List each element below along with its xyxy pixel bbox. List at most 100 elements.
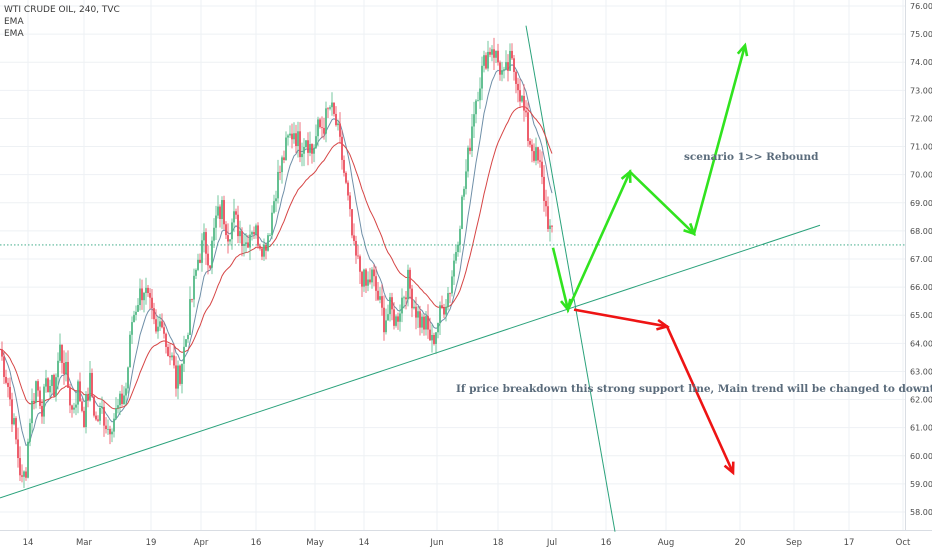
candle-body	[403, 297, 405, 299]
candle-body	[395, 316, 397, 326]
ema-indicator-2[interactable]: EMA	[4, 29, 24, 39]
candle-body	[75, 404, 77, 408]
candle-body	[375, 276, 377, 291]
candle-body	[519, 90, 521, 102]
price-axis[interactable]: 76.00 75.00 74.00 73.00 72.00 71.00 70.00 69.00…	[910, 2, 932, 517]
candle-body	[537, 147, 539, 161]
candle-body	[373, 269, 375, 277]
candle-body	[103, 406, 105, 426]
candle-body	[173, 355, 175, 366]
candle-body	[417, 311, 419, 318]
candle-body	[93, 396, 95, 416]
candle-body	[515, 71, 517, 84]
candle-body	[507, 62, 509, 71]
candle-body	[129, 334, 131, 368]
candle-body	[365, 269, 367, 286]
candle-body	[379, 296, 381, 300]
candle-body	[401, 297, 403, 314]
candle-body	[157, 326, 159, 332]
time-axis[interactable]: 14 Mar 19 Apr 16 May 14 Jun 18 Jul 16 Aug 20 Sep 17 Oct	[23, 538, 911, 548]
candle-body	[151, 297, 153, 309]
candle-body	[345, 172, 347, 183]
candle-body	[299, 131, 301, 158]
candle-body	[541, 161, 543, 177]
candle-body	[359, 256, 361, 272]
candle-body	[293, 133, 295, 140]
candle-body	[477, 100, 479, 102]
ema-indicator-1[interactable]: EMA	[4, 17, 24, 27]
candle-body	[211, 240, 213, 268]
candle-body	[491, 49, 493, 55]
candle-body	[535, 147, 537, 161]
candle-body	[89, 372, 91, 401]
candle-body	[433, 334, 435, 344]
candle-body	[273, 201, 275, 213]
candle-body	[213, 227, 215, 241]
candle-body	[367, 279, 369, 286]
candle-body	[195, 269, 197, 276]
candle-body	[193, 275, 195, 300]
candle-body	[199, 259, 201, 263]
candle-body	[393, 309, 395, 326]
candle-body	[525, 110, 527, 113]
candle-body	[337, 123, 339, 126]
red-scenario-arrow-head	[656, 318, 670, 331]
candle-body	[169, 356, 171, 358]
candle-body	[45, 378, 47, 387]
ema-slow-line	[0, 106, 553, 410]
candle-body	[455, 252, 457, 261]
candle-body	[77, 381, 79, 405]
y-tick-label: 61.00	[910, 424, 932, 433]
y-tick-label: 71.00	[910, 143, 932, 152]
candle-body	[303, 146, 305, 154]
candle-body	[267, 235, 269, 251]
candle-body	[203, 232, 205, 241]
candle-body	[145, 287, 147, 293]
candle-body	[319, 119, 321, 128]
scenario-arrows[interactable]	[551, 42, 749, 476]
candle-body	[339, 123, 341, 137]
candle-body	[323, 127, 325, 134]
candle-body	[437, 322, 439, 333]
candle-body	[521, 95, 523, 102]
candle-body	[1, 349, 3, 357]
candle-body	[493, 49, 495, 58]
candle-body	[355, 240, 357, 256]
candle-body	[357, 255, 359, 257]
x-tick-label: Apr	[194, 538, 209, 548]
candle-body	[33, 400, 35, 403]
x-tick-label: 17	[844, 538, 855, 548]
candle-body	[85, 394, 87, 428]
candle-body	[467, 147, 469, 172]
y-tick-label: 64.00	[910, 339, 932, 348]
red-scenario-arrow-head	[723, 461, 735, 476]
candle-body	[119, 393, 121, 406]
symbol-title: WTI CRUDE OIL, 240, TVC	[4, 5, 120, 15]
candle-body	[305, 140, 307, 147]
candle-body	[247, 242, 249, 248]
candle-body	[269, 235, 271, 236]
candle-body	[539, 160, 541, 162]
candle-body	[479, 88, 481, 101]
candle-body	[383, 307, 385, 333]
candle-body	[501, 70, 503, 75]
candle-body	[115, 408, 117, 419]
candle-body	[529, 140, 531, 145]
candle-body	[531, 144, 533, 152]
candle-body	[181, 363, 183, 384]
support-trendline[interactable]	[0, 25, 821, 532]
candle-body	[439, 305, 441, 323]
candle-body	[389, 297, 391, 315]
candle-body	[333, 102, 335, 114]
green-scenario-arrow-head	[736, 42, 749, 57]
candle-body	[431, 334, 433, 341]
candle-body	[463, 188, 465, 197]
candle-body	[201, 240, 203, 263]
candle-body	[183, 346, 185, 364]
candle-body	[405, 297, 407, 300]
candle-body	[381, 296, 383, 308]
candle-body	[473, 114, 475, 127]
candle-body	[329, 107, 331, 109]
candle-body	[271, 212, 273, 236]
